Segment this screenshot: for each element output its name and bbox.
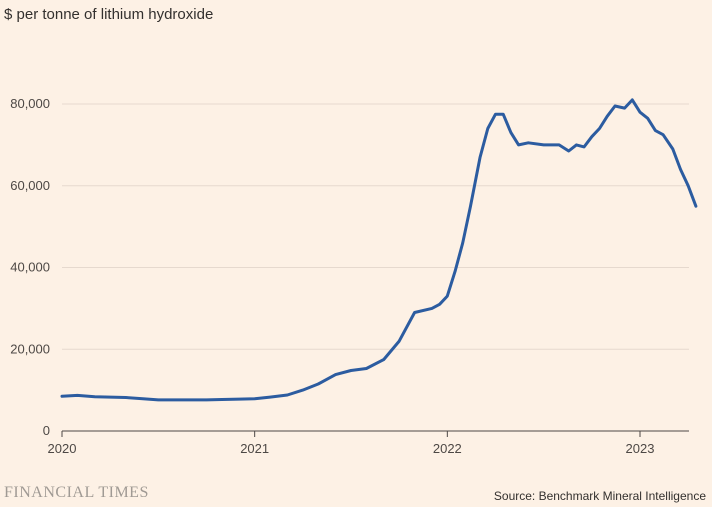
y-tick-label: 80,000 <box>10 96 50 111</box>
x-tick-label: 2022 <box>433 441 462 456</box>
source-note: Source: Benchmark Mineral Intelligence <box>493 489 706 503</box>
y-tick-label: 60,000 <box>10 178 50 193</box>
x-tick-label: 2020 <box>48 441 77 456</box>
x-tick-label: 2023 <box>626 441 655 456</box>
chart-subtitle: $ per tonne of lithium hydroxide <box>4 6 214 23</box>
grid-layer <box>62 103 689 432</box>
y-tick-label: 0 <box>43 423 50 438</box>
series-layer <box>60 98 698 402</box>
ft-logo: FINANCIAL TIMES <box>4 484 149 501</box>
y-tick-label: 40,000 <box>10 260 50 275</box>
axis-layer: 0 20,000 40,000 60,000 80,000 2020 2021 2022 202… <box>10 96 654 456</box>
y-tick-label: 20,000 <box>10 341 50 356</box>
series-line-lithium-hydroxide-price <box>60 98 698 402</box>
x-tick-label: 2021 <box>240 441 269 456</box>
